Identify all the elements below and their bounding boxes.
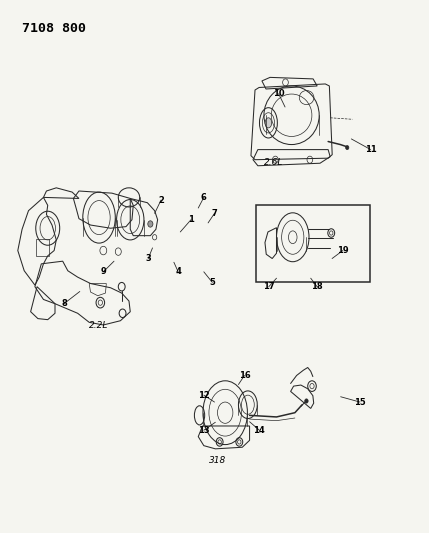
Text: 19: 19 [337, 246, 349, 255]
Bar [36, 239, 49, 256]
Text: 18: 18 [311, 282, 323, 291]
Text: 5: 5 [209, 278, 215, 287]
Text: 2: 2 [158, 196, 164, 205]
Ellipse shape [265, 118, 272, 128]
Ellipse shape [148, 221, 153, 227]
Text: 17: 17 [263, 282, 275, 291]
Text: 1: 1 [188, 215, 194, 224]
Text: 12: 12 [198, 391, 210, 400]
Text: 13: 13 [198, 426, 210, 435]
Text: 10: 10 [273, 89, 284, 98]
Text: 8: 8 [61, 299, 67, 308]
Text: 7: 7 [211, 209, 218, 218]
Text: 16: 16 [239, 371, 250, 380]
Text: 11: 11 [365, 145, 377, 154]
Text: 2.2L: 2.2L [88, 321, 108, 329]
Text: 6: 6 [201, 193, 207, 202]
Text: 9: 9 [100, 268, 106, 276]
Ellipse shape [346, 146, 349, 150]
Text: 318: 318 [209, 456, 227, 465]
Text: 15: 15 [354, 398, 366, 407]
Ellipse shape [305, 399, 308, 403]
Text: 7108 800: 7108 800 [22, 22, 86, 35]
Text: 2.6L: 2.6L [264, 158, 283, 167]
Text: 14: 14 [254, 426, 265, 435]
Text: 3: 3 [145, 254, 151, 263]
Bar [257, 205, 370, 282]
Text: 4: 4 [175, 268, 181, 276]
